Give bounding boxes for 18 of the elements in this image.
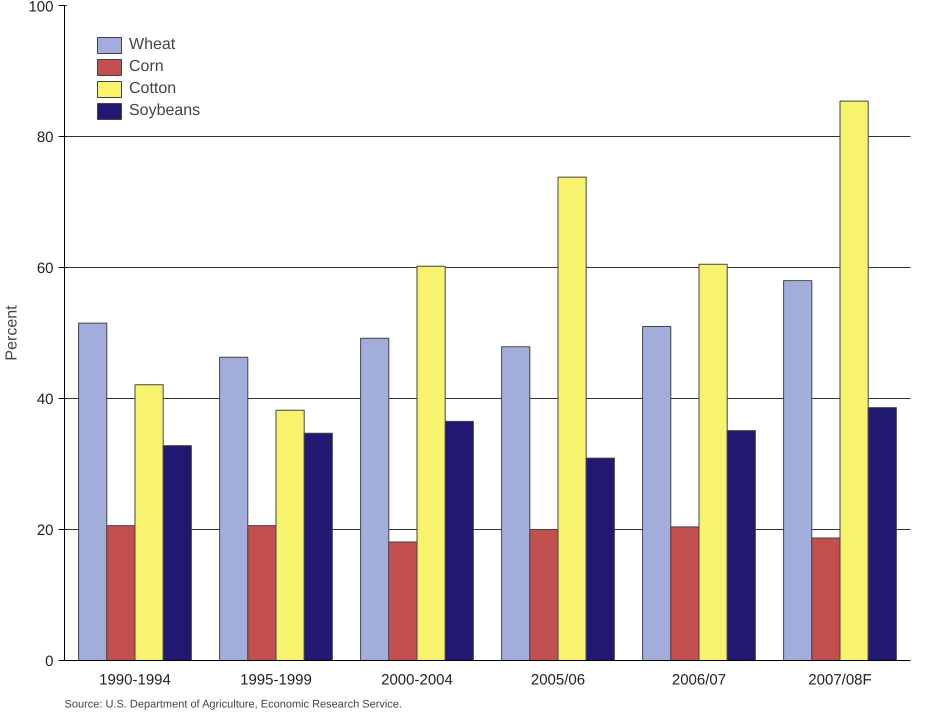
x-tick-label: 2000-2004 [381, 672, 453, 688]
y-tick-label: 60 [36, 260, 54, 277]
y-tick-label: 20 [36, 522, 54, 539]
y-tick-label: 100 [28, 0, 54, 16]
legend-label: Corn [129, 58, 164, 76]
y-tick-label: 40 [36, 391, 54, 408]
x-tick-label: 2006/07 [672, 672, 726, 688]
x-tick-label: 1995-1999 [240, 672, 312, 688]
y-axis-title: Percent [3, 304, 20, 361]
legend-label: Wheat [129, 36, 176, 54]
source-note: Source: U.S. Department of Agriculture, Economic Research Service. [64, 698, 402, 710]
x-tick-label: 2007/08F [808, 672, 872, 688]
legend-label: Soybeans [129, 102, 200, 120]
x-tick-label: 2005/06 [530, 672, 586, 688]
legend-label: Cotton [129, 80, 176, 98]
x-tick-label: 1990-1994 [99, 672, 171, 688]
y-tick-label: 80 [36, 129, 54, 146]
y-tick-label: 0 [45, 653, 54, 670]
